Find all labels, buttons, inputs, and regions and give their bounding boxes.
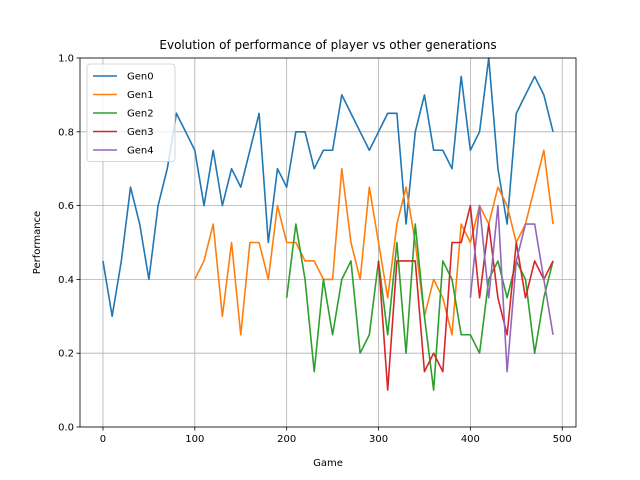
y-tick-label: 0.2 — [58, 349, 74, 360]
y-tick-label: 0.8 — [58, 127, 74, 138]
x-tick-label: 0 — [100, 434, 106, 445]
legend-label-gen1: Gen1 — [127, 90, 154, 101]
y-axis-label: Performance — [32, 211, 43, 274]
y-tick-label: 0.6 — [58, 201, 74, 212]
x-tick-label: 300 — [369, 434, 388, 445]
x-tick-label: 500 — [553, 434, 572, 445]
legend-label-gen2: Gen2 — [127, 109, 154, 120]
x-axis-label: Game — [313, 458, 343, 469]
x-tick-label: 200 — [277, 434, 296, 445]
series-line-gen4 — [469, 204, 554, 373]
y-tick-label: 0.4 — [58, 275, 74, 286]
legend-label-gen0: Gen0 — [127, 72, 154, 83]
legend: Gen0 Gen1 Gen2 Gen3 Gen4 — [86, 63, 176, 162]
chart-title: Evolution of performance of player vs ot… — [159, 38, 496, 52]
legend-label-gen3: Gen3 — [127, 127, 154, 138]
series-line-gen3 — [377, 204, 554, 391]
plot-frame — [79, 57, 577, 428]
x-tick-label: 400 — [461, 434, 480, 445]
legend-box — [86, 63, 176, 162]
series-lines — [102, 57, 554, 391]
legend-label-gen4: Gen4 — [127, 146, 154, 157]
y-tick-label: 1.0 — [58, 54, 74, 65]
x-tick-label: 100 — [185, 434, 204, 445]
series-line-gen1 — [194, 149, 554, 336]
y-tick-label: 0.0 — [58, 423, 74, 434]
series-line-gen0 — [102, 57, 554, 318]
axis-ticks: 0 100 200 300 400 500 0.0 0.2 0.4 0.6 0.8 1.0 — [58, 54, 572, 446]
series-line-gen2 — [285, 223, 554, 391]
